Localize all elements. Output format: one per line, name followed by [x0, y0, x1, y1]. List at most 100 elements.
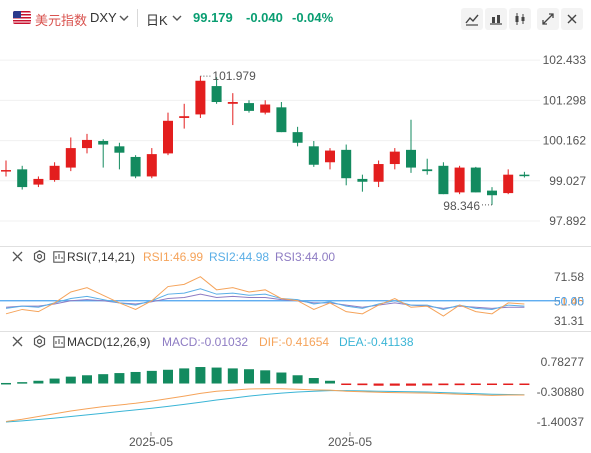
macd-bar [260, 370, 271, 384]
candle-body [503, 174, 514, 194]
price-axis: 102.433 101.298 100.162 99.027 97.892 [543, 53, 587, 228]
macd-bar [65, 376, 76, 384]
candle-body [341, 149, 352, 179]
candles [1, 76, 530, 205]
candle-body [179, 116, 190, 118]
candle-body [146, 154, 157, 177]
dif-value: DIF:-0.41654 [259, 335, 330, 349]
candle-body [65, 148, 76, 168]
toolbar: 美元指数 DXY 日K 99.179 -0.040 -0.04% [0, 0, 591, 36]
macd-value: MACD:-0.01032 [162, 335, 249, 349]
candle-body [130, 156, 141, 177]
macd-title: MACD(12,26,9) [67, 335, 151, 349]
chevron-down-icon[interactable] [119, 13, 129, 23]
candlestick-chart[interactable]: 101.979 98.346 102.433 101.298 100.162 99.02… [0, 36, 591, 246]
close-icon[interactable] [12, 251, 23, 262]
rsi3-value: RSI3:44.00 [275, 250, 336, 264]
candle-body [406, 149, 416, 168]
low-annotation: 98.346 [443, 199, 480, 213]
rsi2-line [5, 288, 525, 310]
indicator-icon [53, 251, 65, 263]
candle-body [276, 107, 287, 133]
rsi-tick-label: 51.45 [554, 295, 584, 309]
time-axis: 2025-05 2025-05 [129, 432, 372, 449]
candle-style-button[interactable] [509, 8, 531, 30]
price-tick-label: 102.433 [543, 53, 587, 67]
toolbar-divider [137, 9, 138, 27]
macd-chart[interactable]: 0.78277 -0.30880 -1.40037 2025-05 2025-05 [0, 348, 591, 453]
macd-bar [308, 378, 319, 384]
dea-value: DEA:-0.41138 [339, 335, 414, 349]
macd-bar [422, 383, 433, 386]
dea-line [5, 390, 525, 423]
gear-icon[interactable] [33, 250, 46, 263]
candle-body [292, 132, 303, 143]
instrument-name: 美元指数 [35, 13, 88, 28]
candle-body [82, 139, 92, 149]
candle-body [1, 170, 11, 172]
candle-body [373, 164, 384, 182]
candle-body [325, 150, 335, 163]
macd-bar [438, 383, 449, 386]
fullscreen-button[interactable] [537, 8, 559, 30]
rsi-lines [0, 276, 560, 317]
macd-bar [1, 382, 11, 385]
macd-bar [211, 367, 222, 384]
candle-body [470, 167, 481, 193]
rsi-tick-label: 50.00 [554, 295, 584, 309]
rsi1-line [5, 276, 525, 317]
macd-bar [341, 383, 352, 386]
macd-bar [82, 375, 92, 384]
time-tick-label: 2025-05 [328, 435, 372, 449]
candle-body [487, 190, 497, 196]
indicator-button[interactable] [461, 8, 483, 30]
candle-body [454, 167, 465, 193]
candle-body [308, 146, 319, 165]
macd-histogram [1, 367, 530, 386]
candle-body [98, 141, 109, 145]
macd-bar [406, 383, 416, 386]
macd-bar [195, 367, 206, 384]
rsi-tick-label: 31.31 [554, 314, 584, 328]
close-button[interactable] [561, 8, 583, 30]
candle-body [357, 178, 368, 182]
symbol-selector[interactable]: DXY [90, 10, 117, 25]
time-tick-label: 2025-05 [129, 435, 173, 449]
macd-axis: 0.78277 -0.30880 -1.40037 [537, 355, 585, 429]
candle-body [49, 165, 60, 180]
candle-body [163, 120, 173, 154]
macd-bar [98, 374, 109, 384]
rsi2-value: RSI2:44.98 [209, 250, 270, 264]
chevron-down-icon[interactable] [172, 13, 182, 23]
candle-body [17, 169, 28, 188]
candle-body [438, 165, 449, 195]
line-chart-icon [465, 14, 479, 26]
price-tick-label: 99.027 [549, 174, 586, 188]
macd-bar [146, 370, 157, 384]
macd-bar [389, 383, 400, 386]
indicator-icon [53, 336, 65, 348]
gear-icon[interactable] [33, 335, 46, 348]
price-grid [0, 59, 540, 222]
candle-body [227, 102, 238, 104]
macd-tick-label: -1.40037 [537, 415, 585, 429]
macd-bar [503, 383, 514, 386]
close-icon[interactable] [12, 336, 23, 347]
macd-bar [227, 368, 238, 384]
period-selector[interactable]: 日K [146, 13, 168, 28]
chart-type-button[interactable] [485, 8, 507, 30]
macd-bar [487, 383, 497, 386]
candle-body [260, 104, 271, 113]
rsi-title: RSI(7,14,21) [67, 250, 136, 264]
price-tick-label: 100.162 [543, 134, 587, 148]
macd-bar [373, 383, 384, 386]
macd-bar [276, 372, 287, 384]
macd-bar [454, 383, 465, 386]
candle-body [519, 174, 530, 177]
price-tick-label: 101.298 [543, 93, 587, 107]
candle-body [244, 103, 254, 111]
candle-body [211, 86, 222, 103]
macd-tick-label: 0.78277 [541, 355, 585, 369]
dif-line [5, 388, 525, 422]
